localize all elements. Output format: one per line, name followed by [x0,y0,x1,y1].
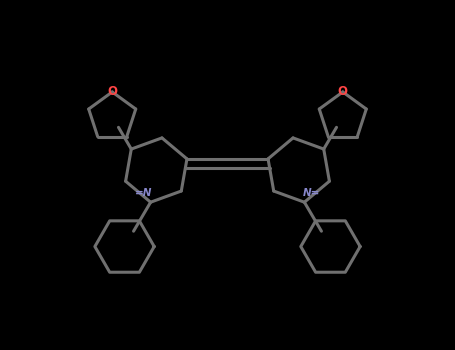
Text: O: O [338,85,348,98]
Text: O: O [107,85,117,98]
Text: N=: N= [303,188,320,197]
Text: =N: =N [135,188,152,197]
